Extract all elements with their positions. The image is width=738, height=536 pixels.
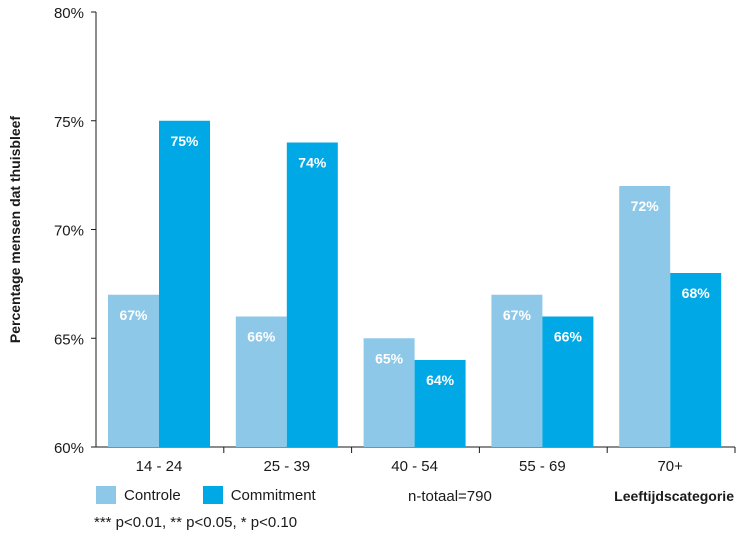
x-tick-label: 40 - 54 bbox=[391, 458, 438, 475]
data-label: 65% bbox=[375, 350, 404, 366]
legend-swatch-controle bbox=[96, 486, 116, 504]
bar-controle bbox=[619, 186, 671, 447]
bar-commitment bbox=[414, 360, 466, 447]
legend-item-commitment: Commitment bbox=[202, 486, 316, 504]
legend: Controle Commitment bbox=[96, 486, 338, 504]
data-label: 67% bbox=[119, 307, 148, 323]
legend-label-controle: Controle bbox=[124, 486, 181, 504]
data-label: 75% bbox=[170, 133, 199, 149]
data-label: 66% bbox=[554, 329, 583, 345]
x-tick-label: 70+ bbox=[657, 458, 683, 475]
significance-footnote: *** p<0.01, ** p<0.05, * p<0.10 bbox=[94, 514, 298, 531]
bar-commitment bbox=[670, 273, 722, 447]
legend-item-controle: Controle bbox=[96, 486, 181, 504]
x-tick-label: 55 - 69 bbox=[519, 458, 566, 475]
legend-label-commitment: Commitment bbox=[230, 486, 316, 504]
y-axis-title: Percentage mensen dat thuisbleef bbox=[7, 116, 23, 344]
bar-controle bbox=[235, 316, 287, 447]
y-tick-label: 75% bbox=[54, 114, 84, 131]
y-tick-label: 60% bbox=[54, 440, 84, 457]
y-tick-label: 80% bbox=[54, 5, 84, 22]
data-label: 64% bbox=[426, 372, 455, 388]
bar-controle bbox=[108, 294, 159, 447]
bar-commitment bbox=[286, 142, 338, 447]
bar-commitment bbox=[159, 120, 210, 447]
y-tick-label: 65% bbox=[54, 331, 84, 348]
data-label: 74% bbox=[298, 155, 327, 171]
data-label: 67% bbox=[503, 307, 532, 323]
data-label: 66% bbox=[247, 329, 276, 345]
bar-controle bbox=[363, 338, 415, 447]
x-tick-label: 25 - 39 bbox=[263, 458, 310, 475]
y-tick-label: 70% bbox=[54, 223, 84, 240]
x-tick-label: 14 - 24 bbox=[136, 458, 183, 475]
bar-commitment bbox=[542, 316, 594, 447]
sample-size-note: n-totaal=790 bbox=[408, 488, 492, 505]
bar-controle bbox=[491, 294, 543, 447]
data-label: 68% bbox=[682, 285, 711, 301]
x-axis-title: Leeftijdscategorie bbox=[614, 488, 734, 504]
legend-swatch-commitment bbox=[202, 486, 223, 504]
data-label: 72% bbox=[631, 198, 660, 214]
